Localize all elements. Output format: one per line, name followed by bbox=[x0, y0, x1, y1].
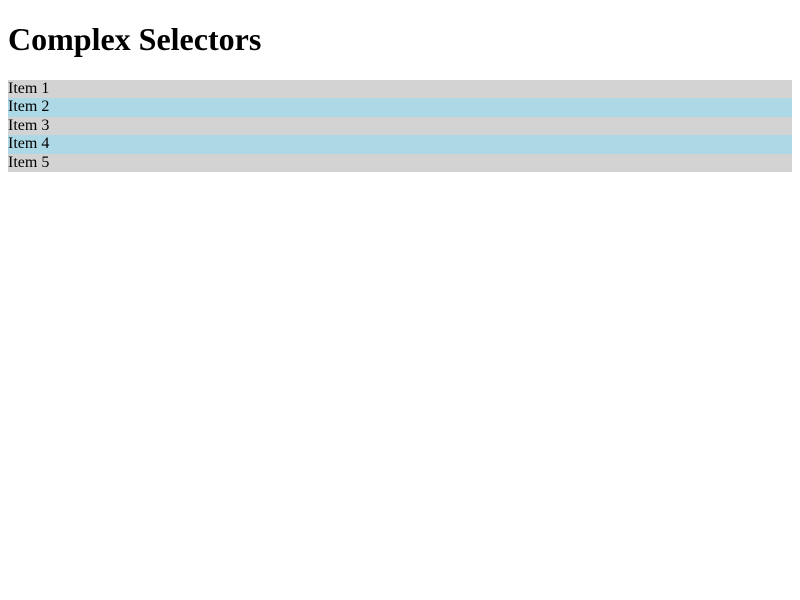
item-list: Item 1 Item 2 Item 3 Item 4 Item 5 bbox=[8, 80, 792, 172]
list-item: Item 4 bbox=[8, 135, 792, 154]
list-item: Item 3 bbox=[8, 116, 792, 136]
page-content: Complex Selectors Item 1 Item 2 Item 3 I… bbox=[8, 0, 792, 172]
list-item: Item 2 bbox=[8, 98, 792, 117]
list-item: Item 5 bbox=[8, 153, 792, 172]
page-title: Complex Selectors bbox=[8, 21, 262, 57]
list-item: Item 1 bbox=[8, 80, 792, 99]
